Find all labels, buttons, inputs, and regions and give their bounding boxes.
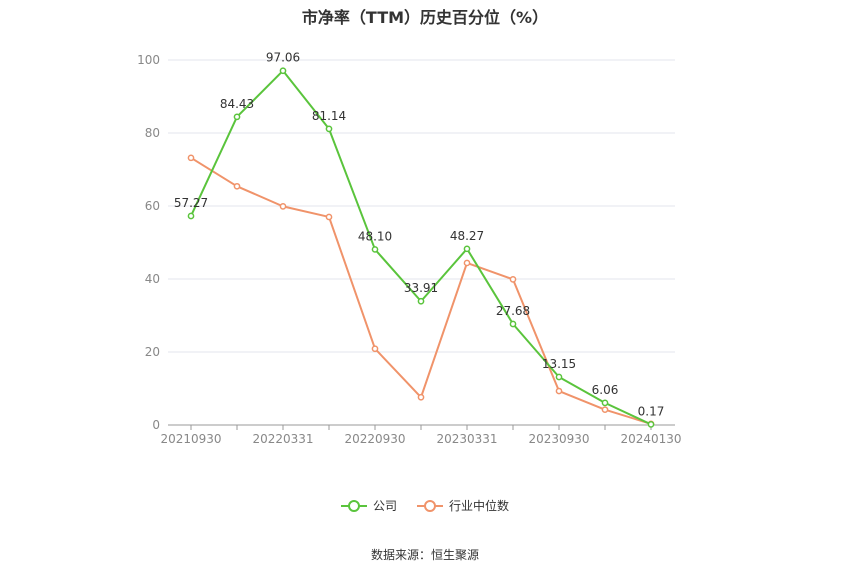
data-point-0 [187, 212, 195, 220]
data-point-0 [371, 246, 379, 253]
data-point-1 [279, 203, 287, 210]
data-point-0 [601, 399, 609, 407]
data-point-1 [509, 276, 517, 283]
data-point-1 [325, 213, 333, 221]
y-tick-label: 60 [145, 199, 160, 213]
data-point-1 [233, 182, 241, 190]
x-tick-label: 20210930 [160, 432, 221, 446]
data-label: 57.27 [174, 196, 208, 210]
data-label: 0.17 [638, 404, 665, 418]
x-tick-label: 20230930 [528, 432, 589, 446]
data-label: 97.06 [266, 51, 300, 65]
y-tick-label: 100 [137, 53, 160, 67]
legend: 公司 行业中位数 [0, 497, 850, 514]
data-label: 81.14 [312, 109, 346, 123]
data-point-0 [509, 320, 517, 328]
data-point-0 [555, 373, 563, 381]
legend-item-company[interactable]: 公司 [340, 497, 397, 514]
chart-title: 市净率（TTM）历史百分位（%） [301, 8, 549, 27]
data-point-0 [325, 125, 333, 133]
y-tick-label: 20 [145, 345, 160, 359]
data-point-1 [601, 406, 609, 414]
legend-item-industry-median[interactable]: 行业中位数 [417, 497, 509, 514]
data-label: 33.91 [404, 281, 438, 295]
y-tick-label: 0 [152, 418, 160, 432]
data-point-1 [463, 259, 471, 267]
data-label: 48.27 [450, 229, 484, 243]
data-point-1 [555, 387, 563, 395]
data-label: 48.10 [358, 229, 392, 243]
data-point-0 [417, 297, 425, 305]
legend-label-industry-median: 行业中位数 [449, 499, 510, 513]
series-line-0 [190, 69, 652, 426]
x-tick-label: 20240130 [620, 432, 681, 446]
data-point-0 [463, 245, 471, 253]
x-tick-label: 20220930 [344, 432, 405, 446]
legend-swatch-company [340, 499, 367, 512]
data-source-note: 数据来源：恒生聚源 [370, 548, 479, 562]
data-point-0 [647, 421, 655, 428]
data-point-1 [371, 345, 379, 353]
data-label: 27.68 [496, 304, 530, 318]
data-label: 6.06 [592, 383, 619, 397]
legend-label-company: 公司 [372, 499, 397, 513]
x-tick-label: 20220331 [252, 432, 313, 446]
y-tick-label: 80 [145, 126, 160, 140]
y-tick-label: 40 [145, 272, 160, 286]
data-point-0 [233, 113, 241, 121]
x-tick-label: 20230331 [436, 432, 497, 446]
data-point-1 [187, 154, 195, 162]
data-point-0 [279, 67, 287, 75]
data-label: 84.43 [220, 97, 254, 111]
legend-swatch-industry-median [417, 499, 443, 512]
data-point-1 [417, 393, 425, 401]
data-label: 13.15 [542, 357, 576, 371]
